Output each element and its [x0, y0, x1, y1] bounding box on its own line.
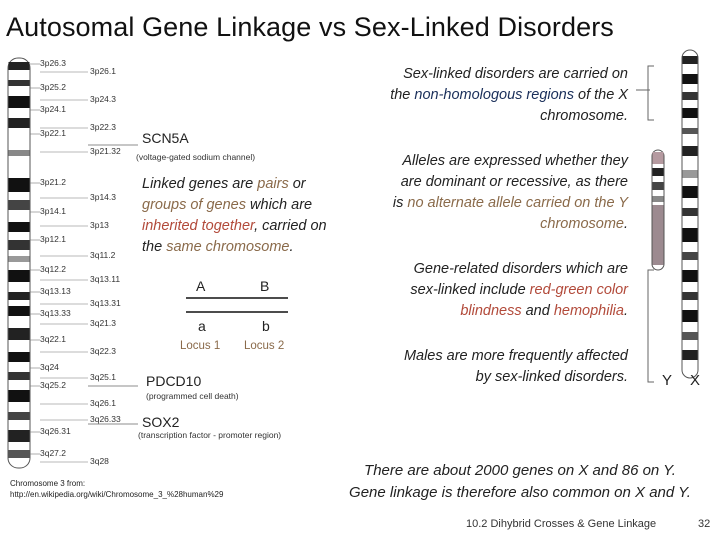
summary-line-1: There are about 2000 genes on X and 86 o…	[364, 462, 676, 479]
locus-2-label: Locus 2	[244, 340, 285, 352]
band-label-right: 3q13.31	[90, 298, 121, 308]
gene-scn5a-name: SCN5A	[142, 130, 189, 146]
band-label-left: 3p12.1	[40, 234, 66, 244]
summary-text: There are about 2000 genes on X and 86 o…	[330, 460, 710, 504]
x-bracket-upper	[647, 65, 654, 121]
band-label-right: 3p13	[90, 220, 109, 230]
band-label-left: 3q27.2	[40, 448, 66, 458]
image-source: Chromosome 3 from: http://en.wikipedia.o…	[10, 478, 223, 500]
band-label-right: 3q26.33	[90, 414, 121, 424]
footer-caption: 10.2 Dihybrid Crosses & Gene Linkage	[466, 518, 657, 530]
linked-text-part: or	[288, 176, 306, 192]
sex-linked-text-part: Gene-related disorders which are sex-lin…	[410, 261, 628, 298]
sex-linked-text-2: Alleles are expressed whether they are d…	[388, 151, 628, 235]
gene-pdcd10-desc: (programmed cell death)	[146, 391, 239, 401]
sex-linked-text-part: .	[623, 303, 628, 319]
non-homologous-regions: non-homologous regions	[414, 87, 574, 103]
sex-linked-text-3: Gene-related disorders which are sex-lin…	[388, 259, 628, 322]
band-label-right: 3q22.3	[90, 346, 116, 356]
band-label-left: 3p26.3	[40, 58, 66, 68]
chromosome-3-body	[7, 57, 31, 469]
summary-line-2: Gene linkage is therefore also common on…	[349, 484, 691, 501]
band-label-right: 3q21.3	[90, 318, 116, 328]
sex-linked-text-part: Sex-linked disorders are carried on the	[390, 66, 628, 103]
sex-linked-text-1: Sex-linked disorders are carried on the …	[388, 64, 628, 127]
locus-1-label: Locus 1	[180, 340, 221, 352]
allele-b: b	[262, 318, 270, 334]
band-label-right: 3p14.3	[90, 192, 116, 202]
x-chromosome-label: X	[690, 372, 701, 389]
linked-text-part: Linked genes are	[142, 176, 258, 192]
no-alternate-allele: no alternate allele carried on the Y chr…	[407, 195, 628, 232]
sex-linked-text-part: Alleles are expressed whether they are d…	[392, 153, 628, 211]
band-label-left: 3p21.2	[40, 177, 66, 187]
red-green-color-blindness: red-green color blindness	[460, 282, 628, 319]
band-label-left: 3q26.31	[40, 426, 71, 436]
sex-linked-text-part: of the X chromosome.	[540, 87, 628, 124]
band-label-right: 3q11.2	[90, 250, 116, 260]
y-bracket	[647, 269, 654, 383]
band-label-right: 3p22.3	[90, 122, 116, 132]
band-label-left: 3q13.33	[40, 308, 71, 318]
allele-a: a	[198, 318, 206, 334]
gene-pdcd10-name: PDCD10	[146, 373, 202, 389]
sex-linked-text-4: Males are more frequently affected by se…	[403, 348, 628, 385]
band-ticks	[30, 63, 88, 463]
band-label-left: 3p24.1	[40, 104, 66, 114]
y-chromosome	[651, 149, 665, 271]
band-label-left: 3q25.2	[40, 380, 66, 390]
linked-text-part: which are	[246, 197, 313, 213]
band-label-right: 3q13.11	[90, 274, 121, 284]
linked-text-same-chromosome: same chromosome	[166, 239, 290, 255]
band-label-left: 3q24	[40, 362, 59, 372]
band-label-left: 3q12.2	[40, 264, 66, 274]
band-label-right: 3q25.1	[90, 372, 116, 382]
sex-linked-text-part: and	[521, 303, 554, 319]
source-link[interactable]: http://en.wikipedia.org/wiki/Chromosome_…	[10, 490, 224, 499]
band-label-right: 3p21.32	[90, 146, 121, 156]
band-label-right: 3p26.1	[90, 66, 116, 76]
band-label-right: 3q28	[90, 456, 109, 466]
allele-A: A	[196, 278, 206, 294]
allele-B: B	[260, 278, 270, 294]
source-line-1: Chromosome 3 from:	[10, 479, 86, 488]
band-label-left: 3p22.1	[40, 128, 66, 138]
linked-text-part: , carried on the	[142, 218, 327, 255]
gene-scn5a-desc: (voltage-gated sodium channel)	[136, 152, 256, 162]
linked-text-pairs: pairs	[257, 176, 289, 192]
linked-genes-text: Linked genes are pairs or groups of gene…	[142, 174, 342, 258]
gene-sox2-desc: (transcription factor - promoter region)	[138, 430, 282, 440]
y-chromosome-label: Y	[662, 372, 673, 389]
linked-text-part: .	[289, 239, 294, 255]
linked-text-inherited: inherited together	[142, 218, 255, 234]
x-chromosome	[681, 49, 699, 379]
band-label-left: 3p25.2	[40, 82, 66, 92]
band-label-right: 3q26.1	[90, 398, 116, 408]
hemophilia: hemophilia	[553, 303, 624, 319]
slide-title: Autosomal Gene Linkage vs Sex-Linked Dis…	[6, 12, 614, 42]
band-label-right: 3p24.3	[90, 94, 116, 104]
page-number: 32	[698, 518, 711, 530]
band-label-left: 3q22.1	[40, 334, 66, 344]
sex-linked-text-part: .	[623, 216, 628, 232]
gene-sox2-name: SOX2	[142, 414, 180, 430]
band-label-left: 3p14.1	[40, 206, 66, 216]
band-label-left: 3q13.13	[40, 286, 71, 296]
linked-text-groups: groups of genes	[142, 197, 246, 213]
